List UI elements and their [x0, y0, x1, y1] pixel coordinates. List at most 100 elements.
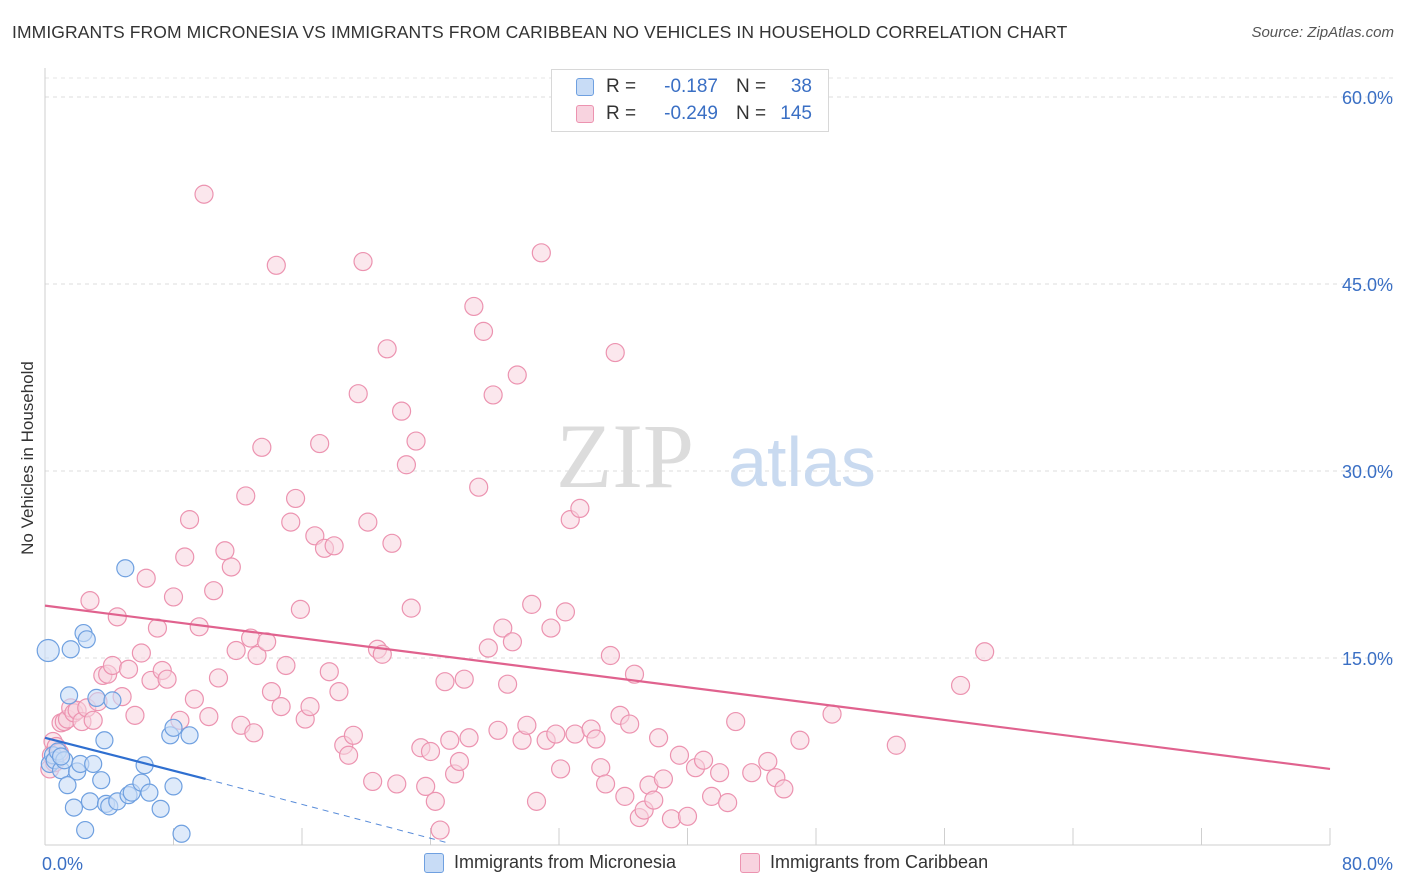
caribbean-point [131, 643, 151, 663]
caribbean-point [774, 779, 794, 799]
caribbean-point [175, 547, 195, 567]
caribbean-point [677, 806, 698, 826]
caribbean-point [353, 251, 373, 272]
caribbean-point [310, 433, 330, 454]
caribbean-point [517, 715, 537, 735]
micronesia-point [80, 792, 100, 811]
axes [44, 68, 1331, 846]
caribbean-point [102, 655, 123, 676]
micronesia-point [103, 691, 122, 710]
caribbean-point [605, 342, 625, 363]
bottom-legend-swatch-caribbean [740, 852, 760, 873]
caribbean-point [430, 820, 450, 840]
caribbean-point [454, 669, 474, 689]
bottom-legend-label-caribbean: Immigrants from Caribbean [770, 852, 989, 872]
micronesia-point [58, 776, 77, 795]
caribbean-point [204, 581, 224, 601]
caribbean-point [615, 786, 635, 806]
watermark: ZIP atlas [556, 405, 876, 507]
caribbean-point [440, 730, 460, 750]
caribbean-point [194, 184, 214, 204]
micronesia-point [172, 824, 191, 843]
caribbean-point [387, 774, 407, 794]
caribbean-point [531, 243, 551, 263]
legend-r-label: R = [606, 103, 637, 124]
trend-lines [44, 604, 1331, 843]
caribbean-point [886, 735, 906, 755]
y-tick-label: 30.0% [1342, 462, 1393, 482]
legend-r-value: -0.187 [664, 76, 718, 97]
caribbean-point [718, 793, 738, 813]
caribbean-point [624, 664, 645, 684]
caribbean-point [271, 697, 291, 717]
caribbean-point [107, 607, 127, 627]
caribbean-point [822, 704, 842, 724]
legend-r-label: R = [606, 76, 637, 97]
caribbean-point [570, 498, 590, 518]
micronesia-point [87, 688, 106, 707]
caribbean-point [469, 477, 489, 497]
micronesia-point [77, 630, 96, 649]
caribbean-point [551, 759, 571, 779]
caribbean-point [83, 710, 103, 730]
legend-row-caribbean: R = -0.249 N = 145 [576, 102, 812, 126]
legend-swatch-micronesia [576, 78, 594, 96]
source-label: Source: ZipAtlas.com [1251, 24, 1394, 41]
caribbean-point [478, 638, 498, 658]
y-tick-label: 15.0% [1342, 649, 1393, 669]
watermark-atlas: atlas [728, 423, 876, 501]
legend-n-label: N = [736, 103, 767, 124]
caribbean-point [261, 682, 282, 702]
micronesia-point [51, 747, 71, 766]
caribbean-point [565, 724, 585, 744]
caribbean-point [247, 645, 267, 666]
legend-n-value: 145 [780, 103, 812, 124]
caribbean-point [435, 672, 455, 692]
caribbean-point [541, 618, 561, 638]
caribbean-point [276, 655, 296, 676]
caribbean-point [693, 750, 714, 770]
caribbean-point [669, 745, 690, 765]
micronesia-point [164, 718, 183, 737]
y-tick-label: 60.0% [1342, 88, 1393, 108]
caribbean-point [459, 728, 479, 748]
caribbean-point [406, 431, 426, 451]
caribbean-point [377, 339, 397, 359]
micronesia-point [151, 799, 170, 818]
legend-row-micronesia: R = -0.187 N = 38 [576, 75, 812, 99]
caribbean-point [726, 711, 746, 732]
micronesia-trend-line [44, 736, 206, 780]
caribbean-point [163, 587, 184, 607]
caribbean-point [526, 791, 547, 811]
caribbean-point [522, 594, 542, 614]
legend-swatch-caribbean [576, 105, 594, 123]
caribbean-point [319, 662, 339, 682]
caribbean-point [290, 599, 310, 619]
micronesia-points [36, 559, 199, 843]
caribbean-point [600, 645, 621, 666]
caribbean-point [252, 437, 272, 457]
bottom-legend-swatch-micronesia [424, 852, 444, 873]
micronesia-point [92, 771, 111, 790]
watermark-zip: ZIP [556, 405, 694, 507]
micronesia-point [95, 731, 114, 750]
caribbean-point [236, 486, 256, 506]
caribbean-point [199, 706, 219, 727]
caribbean-point [285, 488, 306, 509]
caribbean-point [382, 533, 402, 553]
caribbean-point [483, 385, 503, 405]
caribbean-point [157, 669, 177, 689]
caribbean-point [266, 255, 286, 275]
micronesia-point [116, 559, 135, 578]
legend-n-label: N = [736, 76, 767, 97]
caribbean-point [208, 668, 229, 688]
chart-title: IMMIGRANTS FROM MICRONESIA VS IMMIGRANTS… [12, 22, 1068, 42]
caribbean-point [179, 510, 200, 530]
caribbean-point [555, 602, 576, 622]
caribbean-point [300, 697, 320, 717]
caribbean-point [488, 720, 508, 740]
caribbean-point [648, 728, 669, 748]
caribbean-point [464, 296, 484, 317]
micronesia-point [36, 638, 60, 663]
